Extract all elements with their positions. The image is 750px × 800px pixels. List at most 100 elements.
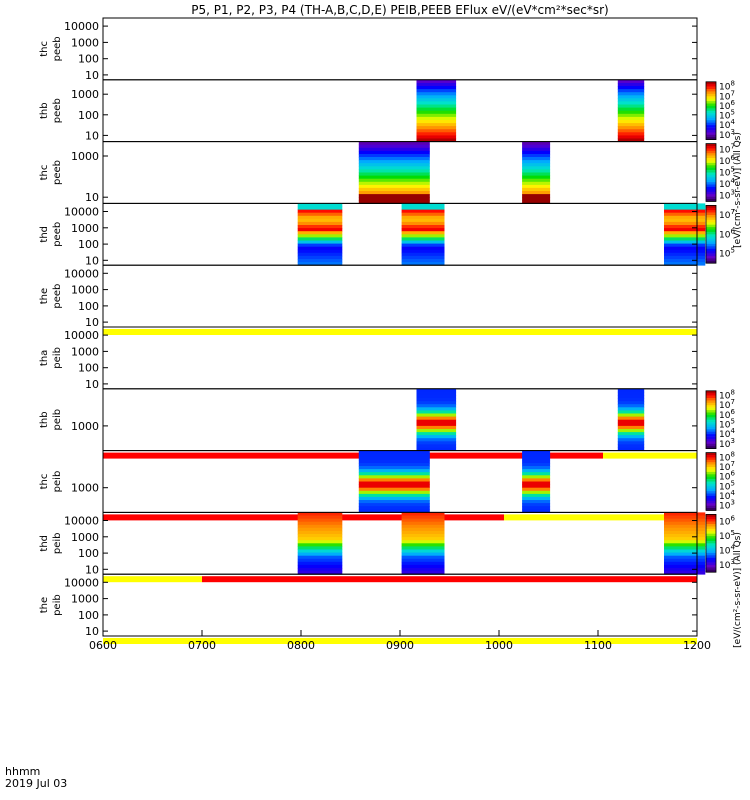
spectrogram-cell: [401, 228, 445, 232]
spectrogram-cell: [522, 141, 551, 146]
y-tick-label: 10000: [64, 267, 99, 280]
y-tick-label: 100: [78, 609, 99, 622]
colorbar-cell: [706, 150, 716, 154]
spectrogram-cell: [617, 79, 645, 84]
spectrogram-cell: [522, 197, 551, 201]
spectrogram-cell: [617, 110, 645, 115]
colorbar-cell: [706, 172, 716, 176]
spectrogram-cell: [416, 416, 457, 421]
colorbar-cell: [706, 557, 716, 561]
spectrogram-cell: [617, 432, 645, 436]
spectrogram-cell: [401, 221, 445, 226]
spectrogram-cell: [664, 203, 706, 207]
spectrogram-cell: [297, 240, 343, 244]
spectrogram-cell: [358, 154, 430, 158]
colorbar-cell: [706, 471, 716, 475]
y-tick-label: 1000: [71, 345, 99, 358]
y-tick-label: 100: [78, 300, 99, 313]
spectrogram-cell: [664, 540, 706, 544]
spectrogram-cell: [416, 126, 457, 130]
panel-probe-label: thb: [39, 102, 50, 119]
colorbar-cell: [706, 400, 716, 404]
spectrogram-cell: [416, 92, 457, 96]
spectrogram-cell: [617, 401, 645, 405]
spectrogram-cell: [297, 252, 343, 257]
y-tick-label: 10: [85, 191, 99, 204]
spectrogram-cell: [358, 463, 430, 467]
spectrogram-cell: [664, 252, 706, 257]
colorbar-cell: [706, 105, 716, 109]
spectrogram-cell: [401, 571, 445, 575]
spectrogram-cell: [664, 221, 706, 226]
spectrogram-cell: [358, 200, 430, 204]
colorbar-cell: [706, 125, 716, 128]
spectrogram-cell: [297, 521, 343, 526]
spectrogram-cell: [416, 444, 457, 448]
y-tick-label: 10000: [64, 329, 99, 342]
colorbar-cell: [706, 481, 716, 485]
colorbar-cell: [706, 414, 716, 418]
spectrogram-cell: [522, 500, 551, 504]
panel-type-label: peib: [52, 594, 63, 616]
panel-thc-peeb: 10 1000 thc peeb: [39, 141, 698, 204]
spectrogram-block: [617, 79, 645, 142]
y-tick-label: 1000: [71, 284, 99, 297]
spectrogram-block: [401, 512, 445, 575]
colorbar-cell: [706, 148, 716, 152]
spectrogram-cell: [416, 388, 457, 393]
colorbar-cell: [706, 222, 716, 225]
colorbar-cell: [706, 153, 716, 156]
spectrogram-cell: [617, 89, 645, 93]
spectrogram-block: [664, 203, 706, 266]
colorbar-cell: [706, 479, 716, 482]
spectrogram-cell: [522, 172, 551, 176]
spectrogram-cell: [664, 537, 706, 541]
spectrogram-cell: [664, 549, 706, 553]
spectrogram-cell: [416, 441, 457, 445]
y-tick-label: 1000: [71, 593, 99, 606]
x-tick-label: 0600: [89, 639, 117, 652]
spectrogram-cell: [664, 512, 706, 516]
spectrogram-cell: [664, 568, 706, 572]
spectrogram-cell: [297, 524, 343, 529]
panel-type-label: peib: [52, 532, 63, 554]
spectrogram-cell: [522, 463, 551, 467]
colorbar-frame: [705, 204, 717, 264]
spectrogram-cell: [401, 512, 445, 516]
y-tick-label: 10: [85, 316, 99, 329]
spectrogram-cell: [401, 206, 445, 210]
spectrogram-cell: [522, 493, 551, 498]
spectrogram-cell: [358, 490, 430, 495]
colorbar-cell: [706, 199, 716, 202]
y-tick-label: 10: [85, 563, 99, 576]
spectrogram-cell: [617, 132, 645, 136]
colorbar-cell: [706, 103, 716, 107]
spectrogram-cell: [401, 255, 445, 260]
spectrogram-cell: [297, 552, 343, 557]
spectrogram-cell: [522, 160, 551, 164]
spectrogram-cell: [297, 512, 343, 516]
spectrogram-cell: [617, 413, 645, 417]
spectrogram-cell: [664, 571, 706, 575]
panel-thb-peeb: 10 100 1000 thb peeb: [39, 79, 698, 142]
panel-thb-peib: 1000 thb peib: [39, 388, 698, 459]
spectrogram-cell: [664, 262, 706, 266]
colorbar-cell: [706, 498, 716, 502]
spectrogram-cell: [416, 404, 457, 408]
colorbar-cell: [706, 569, 716, 573]
spectrogram-cell: [617, 429, 645, 433]
colorbar-cell: [706, 143, 716, 147]
spectrogram-cell: [522, 154, 551, 158]
spectrogram-cell: [416, 123, 457, 127]
spectrogram-cell: [358, 160, 430, 164]
spectrogram-cell: [522, 472, 551, 476]
colorbar-cell: [706, 474, 716, 477]
colorbar-cell: [706, 393, 716, 396]
spectrogram-cell: [358, 500, 430, 504]
spectrogram-cell: [358, 175, 430, 180]
spectrogram-cell: [522, 484, 551, 489]
colorbar-cell: [706, 402, 716, 406]
x-axis-date-label: 2019 Jul 03: [5, 777, 67, 790]
spectrogram-block: [358, 141, 430, 204]
spectrogram-cell: [401, 249, 445, 254]
